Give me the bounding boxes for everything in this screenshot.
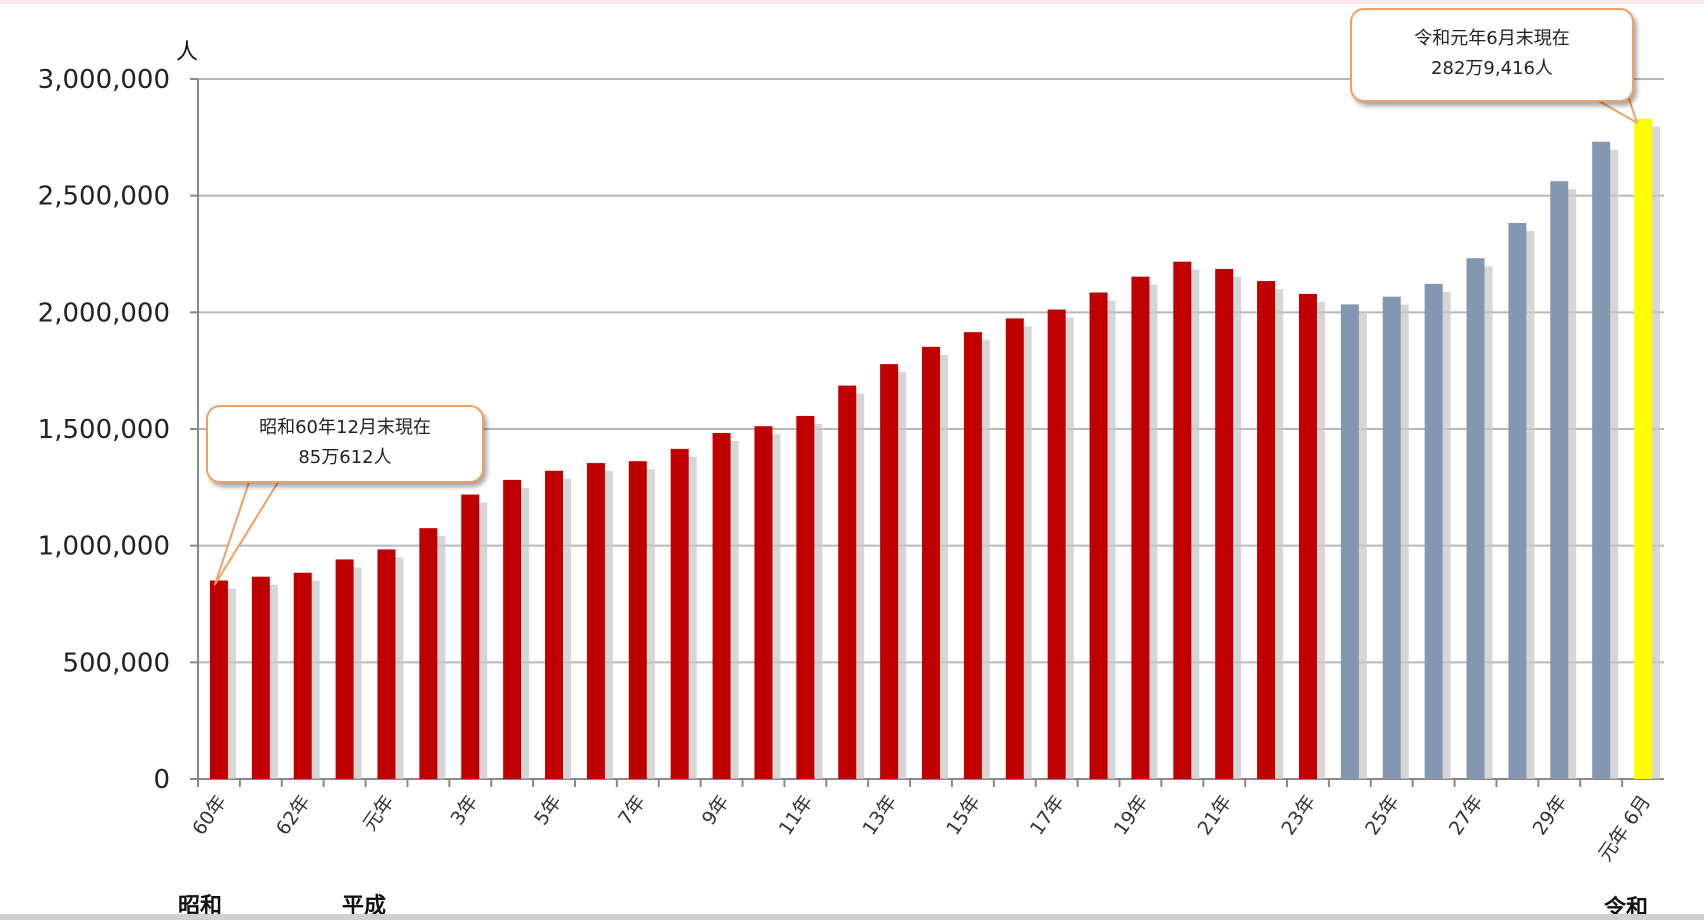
bar — [796, 415, 815, 779]
callout-end-line-1: 令和元年6月末現在 — [1414, 28, 1570, 49]
x-tick-label: 21年 — [1194, 791, 1237, 839]
y-tick-label: 2,000,000 — [38, 298, 170, 328]
bar — [377, 549, 396, 779]
x-tick-label: 13年 — [858, 791, 901, 839]
x-tick-label: 15年 — [942, 791, 985, 839]
x-tick-label: 27年 — [1445, 791, 1488, 839]
y-tick-label: 2,500,000 — [38, 182, 170, 212]
y-tick-label: 0 — [153, 765, 170, 795]
callout-start-line-1: 昭和60年12月末現在 — [259, 417, 431, 438]
bar — [670, 448, 689, 779]
y-tick-label: 3,000,000 — [38, 65, 170, 95]
x-tick-label: 17年 — [1026, 791, 1069, 839]
bar — [1634, 118, 1653, 780]
bar — [922, 346, 940, 779]
x-tick-label: 元年 6月 — [1594, 791, 1655, 865]
bar — [1298, 293, 1317, 779]
bar — [545, 470, 564, 779]
top-border — [0, 0, 1704, 4]
bar — [1340, 304, 1359, 779]
x-tick-label: 元年 — [359, 791, 399, 835]
x-tick-label: 19年 — [1110, 791, 1153, 839]
callout-end: 令和元年6月末現在 282万9,416人 — [1350, 8, 1634, 102]
x-tick-label: 3年 — [446, 791, 482, 829]
y-axis-unit: 人 — [176, 40, 199, 65]
bar — [1382, 296, 1401, 779]
y-tick-label: 1,500,000 — [38, 415, 170, 445]
bar — [461, 494, 480, 779]
bar — [628, 461, 647, 779]
x-tick-label: 11年 — [775, 791, 818, 839]
bar — [1089, 292, 1108, 779]
x-tick-labels: 60年 62年 元年 3年 5年 7年 9年 11年 13年 15年 17年 19年 21年 23年 25年… — [188, 791, 1655, 865]
bar — [586, 463, 605, 779]
x-tick-label: 25年 — [1361, 791, 1404, 839]
bar — [1215, 268, 1234, 779]
x-tick-label: 9年 — [698, 791, 734, 829]
bar — [1508, 222, 1527, 779]
bottom-border — [0, 914, 1704, 920]
x-tick-label: 23年 — [1277, 791, 1320, 839]
bar — [1047, 309, 1066, 779]
callout-start: 昭和60年12月末現在 85万612人 — [206, 405, 484, 483]
bar — [880, 364, 899, 779]
bar — [503, 479, 522, 779]
x-tick-label: 29年 — [1529, 791, 1572, 839]
callout-end-line-2: 282万9,416人 — [1431, 58, 1553, 79]
callout-pointer — [213, 478, 281, 586]
bar — [838, 385, 857, 779]
bar — [209, 580, 228, 779]
bar — [1424, 283, 1443, 779]
x-tick-label: 62年 — [272, 791, 315, 839]
bar — [754, 426, 773, 779]
bar — [1131, 276, 1150, 779]
bar — [1257, 281, 1276, 779]
bar — [1173, 261, 1192, 779]
bar — [712, 432, 731, 779]
bar — [1550, 181, 1569, 779]
x-tick-label: 5年 — [530, 791, 566, 829]
bar — [419, 528, 438, 779]
y-tick-label: 500,000 — [62, 648, 170, 678]
y-tick-label: 1,000,000 — [38, 532, 170, 562]
x-tick-label: 7年 — [614, 791, 650, 829]
y-tick-labels: 0 500,000 1,000,000 1,500,000 2,000,000 2,500… — [38, 65, 170, 795]
bar — [293, 572, 312, 779]
bar — [335, 559, 354, 779]
x-tick-label: 60年 — [188, 791, 231, 839]
bar — [1592, 141, 1611, 779]
bar — [1466, 258, 1485, 779]
bar — [1005, 318, 1024, 779]
bars — [209, 118, 1653, 780]
bar — [251, 576, 270, 779]
callout-start-line-2: 85万612人 — [298, 447, 392, 468]
bar — [963, 332, 982, 779]
